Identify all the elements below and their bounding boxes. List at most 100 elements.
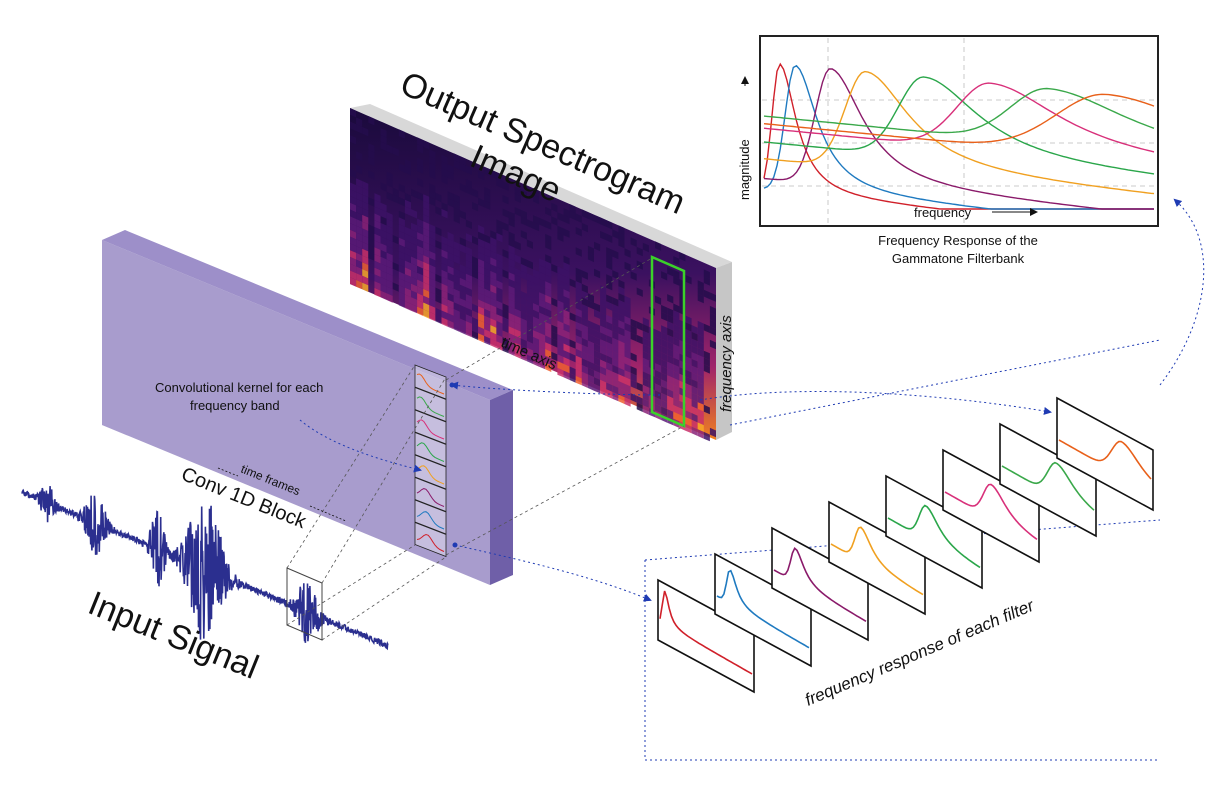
spectrogram-cell (533, 350, 540, 360)
spectrogram-cell (374, 254, 381, 264)
spectrogram-cell (465, 294, 472, 304)
spectrogram-cell (398, 224, 405, 234)
spectrogram-cell (514, 342, 521, 352)
spectrogram-cell (386, 279, 393, 290)
spectrogram-cell (362, 201, 369, 211)
spectrogram-cell (508, 258, 515, 268)
spectrogram-cell (411, 188, 418, 199)
spectrogram-cell (350, 250, 357, 260)
spectrogram-cell (563, 370, 570, 380)
spectrogram-cell (697, 402, 704, 412)
spectrogram-cell (356, 205, 363, 215)
spectrogram-cell (496, 266, 503, 277)
spectrogram-cell (478, 265, 485, 275)
spectrogram-cell (362, 187, 369, 198)
spectrogram-cell (404, 192, 411, 203)
spectrogram-cell (514, 240, 521, 251)
spectrogram-cell (404, 233, 411, 243)
spectrogram-cell (356, 178, 363, 188)
spectrogram-cell (356, 151, 363, 161)
spectrogram-cell (612, 249, 619, 260)
spectrogram-cell (496, 219, 503, 229)
spectrogram-cell (362, 194, 369, 204)
spectrogram-cell (563, 289, 570, 299)
spectrogram-cell (447, 245, 454, 255)
spectrogram-cell (581, 304, 588, 314)
spectrogram-cell (526, 354, 533, 364)
spectrogram-cell (490, 318, 497, 328)
spectrogram-cell (404, 267, 411, 277)
spectrogram-cell (624, 309, 631, 319)
spectrogram-cell (514, 254, 521, 264)
spectrogram-cell (374, 193, 381, 203)
spectrogram-cell (545, 335, 552, 345)
spectrogram-cell (441, 249, 448, 259)
spectrogram-cell (618, 367, 625, 377)
spectrogram-cell (557, 367, 564, 378)
spectrogram-cell (484, 166, 491, 177)
spectrogram-cell (429, 284, 436, 295)
spectrogram-cell (404, 165, 411, 176)
spectrogram-cell (673, 405, 680, 415)
spectrogram-cell (472, 188, 479, 198)
spectrogram-cell (374, 267, 381, 277)
spectrogram-cell (350, 182, 357, 192)
spectrogram-cell (423, 275, 430, 285)
spectrogram-cell (398, 237, 405, 248)
spectrogram-cell (557, 320, 564, 330)
spectrogram-cell (368, 224, 375, 234)
spectrogram-cell (539, 217, 546, 228)
spectrogram-cell (514, 308, 521, 319)
spectrogram-cell (374, 260, 381, 271)
spectrogram-cell (624, 322, 631, 333)
spectrogram-cell (685, 356, 692, 366)
spectrogram-cell (539, 312, 546, 322)
spectrogram-cell (453, 200, 460, 211)
spectrogram-cell (429, 278, 436, 288)
time-frames-arrow-left (217, 467, 239, 477)
spectrogram-cell (545, 233, 552, 244)
filter-response-curve (716, 569, 810, 649)
spectrogram-cell (362, 221, 369, 232)
spectrogram-cell (587, 340, 594, 351)
spectrogram-cell (630, 318, 637, 329)
spectrogram-cell (423, 194, 430, 204)
spectrogram-cell (618, 238, 625, 249)
spectrogram-cell (539, 265, 546, 275)
spectrogram-cell (526, 273, 533, 283)
spectrogram-texture (350, 108, 716, 442)
spectrogram-cell (563, 323, 570, 333)
spectrogram-cell (691, 338, 698, 348)
spectrogram-cell (587, 374, 594, 384)
spectrogram-cell (526, 347, 533, 358)
spectrogram-cell (551, 331, 558, 341)
spectrogram-cell (398, 197, 405, 207)
spectrogram-cell (514, 207, 521, 217)
spectrogram-cell (484, 241, 491, 251)
spectrogram-cell (581, 337, 588, 348)
spectrogram-cell (423, 268, 430, 279)
spectrogram-cell (441, 317, 448, 327)
spectrogram-cell (691, 399, 698, 409)
spectrogram-cell (545, 240, 552, 251)
spectrogram-cell (539, 299, 546, 309)
spectrogram-cell (459, 244, 466, 254)
spectrogram-cell (606, 348, 613, 359)
spectrogram-cell (502, 222, 509, 232)
spectrogram-cell (612, 371, 619, 381)
spectrogram-cell (447, 299, 454, 309)
spectrogram-cell (606, 382, 613, 392)
spectrogram-cell (441, 175, 448, 185)
spectrogram-cell (703, 289, 710, 300)
spectrogram-cell (398, 298, 405, 308)
chart-series-line (763, 93, 1155, 143)
spectrogram-cell (575, 274, 582, 284)
spectrogram-cell (374, 206, 381, 217)
spectrogram-cell (661, 372, 668, 383)
spectrogram-cell (435, 273, 442, 284)
spectrogram-cell (435, 226, 442, 236)
spectrogram-cell (575, 308, 582, 318)
spectrogram-cell (612, 364, 619, 375)
spectrogram-cell (429, 230, 436, 241)
spectrogram-cell (490, 250, 497, 260)
